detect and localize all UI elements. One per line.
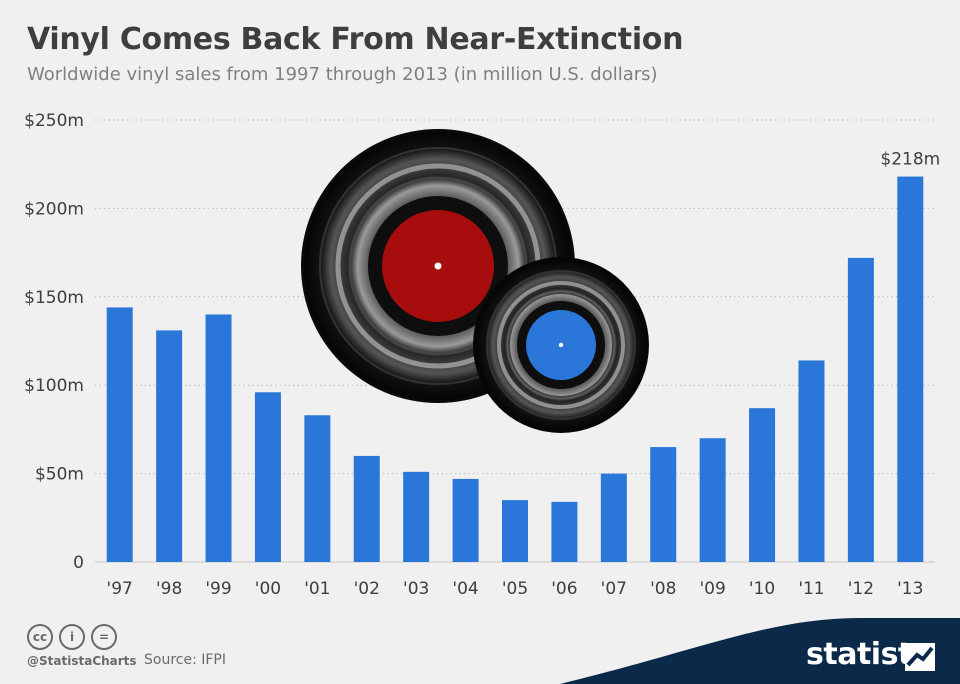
x-tick-label: '13 bbox=[897, 579, 923, 599]
bar[interactable] bbox=[798, 360, 825, 562]
x-tick-label: '98 bbox=[156, 579, 182, 599]
cc-icon[interactable]: cc bbox=[27, 624, 53, 650]
bar[interactable] bbox=[254, 392, 281, 562]
bar[interactable] bbox=[353, 455, 380, 562]
bar[interactable] bbox=[749, 408, 776, 562]
vinyl-records-icon bbox=[301, 129, 649, 433]
brand-band bbox=[560, 618, 960, 684]
y-tick-label: 0 bbox=[73, 553, 84, 573]
x-tick-label: '07 bbox=[601, 579, 627, 599]
bar[interactable] bbox=[847, 257, 874, 562]
chart-subtitle: Worldwide vinyl sales from 1997 through … bbox=[27, 64, 658, 85]
bar[interactable] bbox=[502, 500, 528, 562]
x-tick-label: '03 bbox=[403, 579, 429, 599]
source-note: Source: IFPI bbox=[144, 652, 227, 668]
x-tick-label: '06 bbox=[551, 579, 577, 599]
x-tick-label: '02 bbox=[354, 579, 380, 599]
chart-title: Vinyl Comes Back From Near-Extinction bbox=[27, 22, 684, 57]
y-tick-label: $50m bbox=[35, 465, 84, 485]
x-tick-label: '00 bbox=[255, 579, 281, 599]
bar[interactable] bbox=[156, 330, 183, 562]
x-tick-label: '99 bbox=[205, 579, 231, 599]
y-tick-label: $100m bbox=[24, 376, 84, 396]
bar[interactable] bbox=[650, 447, 677, 562]
statista-logo-icon bbox=[905, 643, 935, 671]
x-tick-label: '11 bbox=[798, 579, 824, 599]
bar[interactable] bbox=[897, 176, 924, 563]
no-derivatives-icon[interactable]: = bbox=[91, 624, 117, 650]
bar[interactable] bbox=[551, 501, 578, 562]
attribution-icon[interactable]: i bbox=[59, 624, 85, 650]
bar[interactable] bbox=[403, 471, 430, 562]
bar[interactable] bbox=[600, 473, 627, 562]
small-record-icon bbox=[473, 257, 649, 433]
bar[interactable] bbox=[304, 415, 331, 562]
x-tick-label: '97 bbox=[107, 579, 133, 599]
data-label: $218m bbox=[880, 150, 940, 170]
x-tick-label: '09 bbox=[699, 579, 725, 599]
x-tick-label: '01 bbox=[304, 579, 330, 599]
y-tick-label: $250m bbox=[24, 111, 84, 131]
y-tick-label: $150m bbox=[24, 288, 84, 308]
y-tick-label: $200m bbox=[24, 199, 84, 219]
x-tick-label: '12 bbox=[848, 579, 874, 599]
bars bbox=[106, 176, 924, 563]
bar[interactable] bbox=[106, 307, 133, 562]
bar[interactable] bbox=[205, 314, 232, 562]
x-tick-label: '10 bbox=[749, 579, 775, 599]
bar[interactable] bbox=[452, 478, 479, 562]
x-tick-label: '08 bbox=[650, 579, 676, 599]
x-axis-ticks: '97 '98 '99 '00 '01 '02 '03 '04 '05 '06 '07 '08 '09 '… bbox=[107, 579, 924, 599]
annotations: $218m bbox=[880, 150, 940, 170]
x-tick-label: '04 bbox=[452, 579, 478, 599]
x-tick-label: '05 bbox=[502, 579, 528, 599]
y-axis-ticks: 0 $50m $100m $150m $200m $250m bbox=[24, 111, 84, 573]
bar[interactable] bbox=[699, 438, 726, 562]
twitter-handle[interactable]: @StatistaCharts bbox=[27, 654, 137, 668]
